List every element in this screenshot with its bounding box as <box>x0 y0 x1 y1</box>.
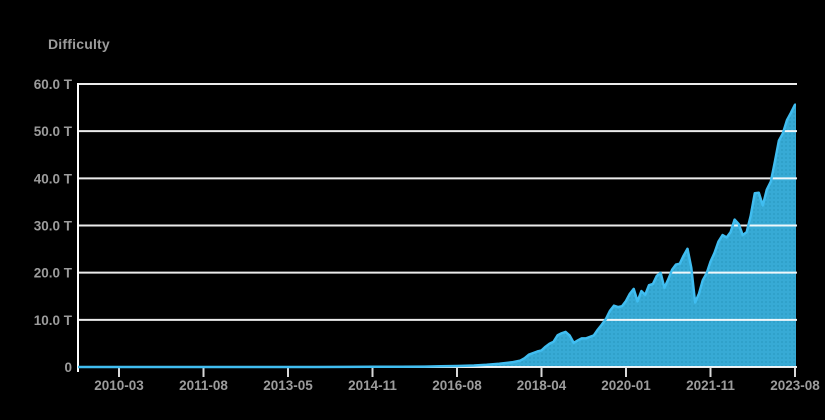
y-tick-label: 30.0 T <box>34 219 73 234</box>
x-axis-ticks <box>118 368 796 377</box>
gridlines <box>78 83 797 368</box>
y-tick-label: 20.0 T <box>34 266 73 281</box>
x-tick-label: 2021-11 <box>686 378 735 393</box>
chart-title: Difficulty <box>48 36 110 52</box>
y-axis-labels: 60.0 T 50.0 T 40.0 T 30.0 T 20.0 T 10.0 T 0 <box>34 77 73 375</box>
x-tick-label: 2023-08 <box>770 378 820 393</box>
y-tick-label: 40.0 T <box>34 171 73 186</box>
x-tick-label: 2020-01 <box>601 378 651 393</box>
y-tick-label: 10.0 T <box>34 313 73 328</box>
y-tick-label: 60.0 T <box>34 77 73 92</box>
y-tick-label: 50.0 T <box>34 124 73 139</box>
x-tick-label: 2011-08 <box>179 378 228 393</box>
area-series <box>78 104 796 367</box>
x-tick-label: 2018-04 <box>517 378 567 393</box>
x-tick-label: 2013-05 <box>263 378 313 393</box>
series-top-line <box>78 103 797 369</box>
x-axis-labels: 2010-03 2011-08 2013-05 2014-11 2016-08 2018-… <box>94 378 820 393</box>
area-fill <box>78 104 796 367</box>
x-tick-label: 2010-03 <box>94 378 144 393</box>
x-tick-label: 2014-11 <box>348 378 397 393</box>
y-tick-label: 0 <box>64 360 72 375</box>
series-line <box>78 103 797 369</box>
x-tick-label: 2016-08 <box>432 378 482 393</box>
